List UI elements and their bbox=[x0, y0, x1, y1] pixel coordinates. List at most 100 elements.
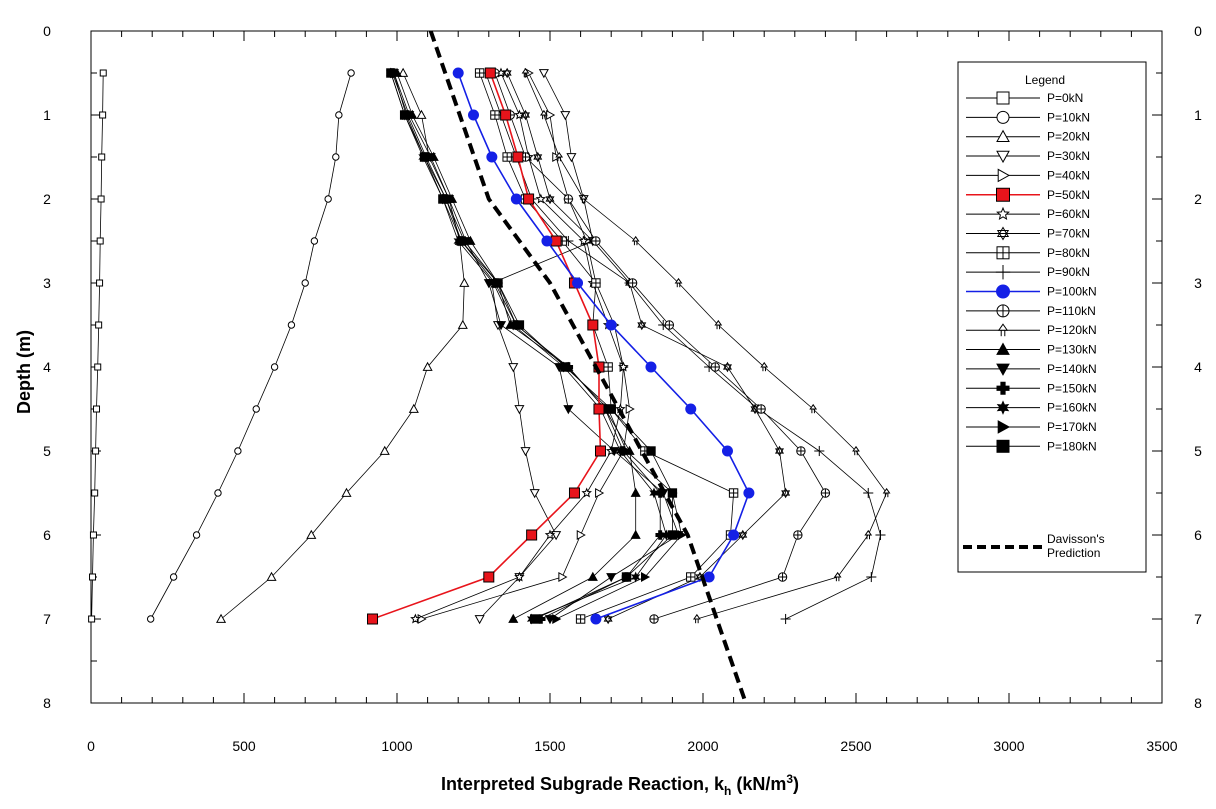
legend-item-p-70kn: P=70kN bbox=[966, 226, 1090, 240]
data-point-p-0kn bbox=[95, 321, 103, 329]
data-point-p-180kn bbox=[493, 278, 503, 288]
data-point-p-50kn bbox=[593, 403, 605, 415]
data-point-p-70kn bbox=[603, 613, 613, 622]
legend-marker-p-170kn bbox=[997, 420, 1011, 434]
data-point-p-180kn bbox=[438, 194, 448, 204]
data-point-p-120kn bbox=[833, 571, 842, 578]
series-line-p-60kn bbox=[415, 72, 624, 620]
davissons-prediction-line bbox=[428, 30, 748, 704]
x-tick-label: 500 bbox=[232, 738, 256, 754]
data-point-p-20kn bbox=[306, 529, 317, 539]
legend-label-p-90kn: P=90kN bbox=[1047, 265, 1090, 279]
x-axis-title-unit: (kN/m bbox=[731, 774, 786, 794]
data-point-p-180kn bbox=[621, 572, 632, 582]
x-tick-label: 3000 bbox=[993, 738, 1024, 754]
y-tick-label-left: 8 bbox=[43, 695, 51, 711]
series-line-p-180kn bbox=[390, 72, 673, 620]
legend-label-p-170kn: P=170kN bbox=[1047, 420, 1097, 434]
data-point-p-170kn bbox=[552, 613, 562, 625]
legend-entries: P=0kN P=10kN P=20kN P=30kN P=40kN P=50kN P=60k… bbox=[966, 91, 1097, 453]
series-p-120kn bbox=[521, 67, 891, 624]
data-point-p-10kn bbox=[192, 531, 201, 539]
data-point-p-50kn bbox=[568, 487, 580, 499]
data-point-p-60kn bbox=[535, 193, 547, 204]
series-line-p-100kn bbox=[457, 72, 750, 620]
data-point-p-20kn bbox=[398, 67, 409, 77]
data-point-p-50kn bbox=[550, 235, 562, 247]
data-point-p-50kn bbox=[367, 613, 379, 625]
prediction-layer bbox=[428, 30, 748, 704]
tick-labels: 0 500 1000 1500 2000 2500 3000 3500 0 0 1 1 2 2 3 3 4 4 5 5… bbox=[43, 23, 1202, 754]
data-point-p-0kn bbox=[99, 69, 107, 77]
y-tick-label-right: 7 bbox=[1194, 611, 1202, 627]
data-point-p-70kn bbox=[738, 532, 748, 541]
data-point-p-100kn bbox=[721, 445, 733, 457]
legend-label-p-40kn: P=40kN bbox=[1047, 168, 1090, 182]
series-line-p-160kn bbox=[390, 72, 667, 620]
y-tick-label-left: 6 bbox=[43, 527, 51, 543]
series-line-p-0kn bbox=[91, 72, 104, 620]
data-point-p-60kn bbox=[618, 361, 629, 372]
data-point-p-30kn bbox=[529, 489, 540, 499]
legend-marker-p-30kn bbox=[996, 150, 1010, 164]
series-line-p-50kn bbox=[372, 72, 602, 620]
data-point-p-50kn bbox=[512, 151, 524, 163]
data-point-p-20kn bbox=[416, 109, 427, 119]
series-p-180kn bbox=[386, 68, 678, 624]
legend-item-p-20kn: P=20kN bbox=[966, 129, 1090, 144]
data-point-p-0kn bbox=[89, 531, 97, 539]
legend-item-p-80kn: P=80kN bbox=[966, 246, 1090, 260]
data-point-p-100kn bbox=[468, 109, 479, 121]
data-point-p-180kn bbox=[386, 68, 396, 78]
legend-marker-p-0kn bbox=[996, 91, 1010, 105]
legend-marker-p-120kn bbox=[997, 323, 1009, 331]
legend-item-p-140kn: P=140kN bbox=[966, 362, 1097, 376]
legend-label-p-140kn: P=140kN bbox=[1047, 362, 1097, 376]
legend-label-p-100kn: P=100kN bbox=[1047, 285, 1097, 299]
x-tick-label: 2500 bbox=[840, 738, 871, 754]
legend-marker-p-180kn bbox=[996, 439, 1010, 453]
legend-label-p-0kn: P=0kN bbox=[1047, 91, 1083, 105]
x-axis-title-close: ) bbox=[793, 774, 799, 794]
legend-label-p-110kn: P=110kN bbox=[1047, 304, 1096, 318]
y-tick-label-left: 1 bbox=[43, 107, 51, 123]
data-point-p-70kn bbox=[781, 487, 791, 496]
data-point-p-50kn bbox=[523, 193, 535, 205]
data-point-p-30kn bbox=[474, 615, 485, 625]
data-point-p-30kn bbox=[508, 363, 519, 373]
data-point-p-140kn bbox=[606, 573, 617, 583]
x-axis-title: Interpreted Subgrade Reaction, kh (kN/m3… bbox=[441, 772, 799, 798]
y-tick-label-right: 6 bbox=[1194, 527, 1202, 543]
data-point-p-40kn bbox=[595, 487, 605, 499]
data-point-p-0kn bbox=[92, 447, 100, 455]
data-point-p-100kn bbox=[743, 487, 755, 499]
series-line-p-120kn bbox=[525, 72, 888, 620]
data-point-p-60kn bbox=[544, 529, 556, 540]
series-line-p-130kn bbox=[396, 72, 637, 620]
series-line-p-20kn bbox=[220, 72, 465, 620]
data-point-p-120kn bbox=[579, 193, 588, 200]
data-point-p-10kn bbox=[234, 447, 242, 455]
y-tick-label-left: 4 bbox=[43, 359, 51, 375]
data-point-p-70kn bbox=[502, 70, 512, 79]
data-point-p-10kn bbox=[270, 363, 279, 371]
data-point-p-70kn bbox=[545, 193, 555, 202]
series-p-0kn bbox=[88, 69, 107, 623]
series-layer bbox=[88, 67, 891, 625]
series-p-50kn bbox=[367, 67, 606, 625]
data-point-p-130kn bbox=[587, 571, 598, 581]
data-point-p-170kn bbox=[622, 445, 632, 457]
data-point-p-130kn bbox=[630, 487, 641, 497]
legend-label-p-70kn: P=70kN bbox=[1047, 226, 1090, 240]
data-point-p-70kn bbox=[722, 361, 733, 370]
data-point-p-10kn bbox=[214, 489, 222, 497]
legend-item-p-130kn: P=130kN bbox=[966, 342, 1097, 357]
data-point-p-70kn bbox=[774, 448, 785, 457]
data-point-p-20kn bbox=[422, 361, 433, 371]
legend-marker-p-40kn bbox=[997, 168, 1011, 183]
legend-label-p-180kn: P=180kN bbox=[1047, 439, 1097, 453]
data-point-p-60kn bbox=[514, 571, 525, 582]
data-point-p-120kn bbox=[631, 235, 640, 242]
data-point-p-10kn bbox=[169, 573, 178, 581]
y-tick-label-left: 7 bbox=[43, 611, 51, 627]
